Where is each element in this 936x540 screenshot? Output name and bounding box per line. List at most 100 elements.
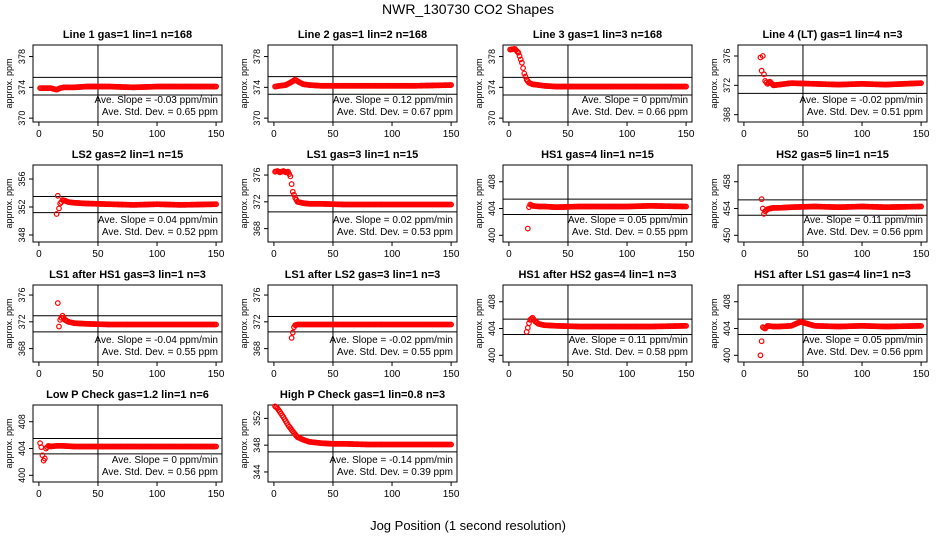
data-point	[212, 83, 218, 90]
slope-annotation: Ave. Slope = 0.11 ppm/min	[569, 335, 688, 346]
std-annotation: Ave. Std. Dev. = 0.53 ppm	[337, 227, 453, 238]
data-point	[447, 201, 453, 208]
data-point	[521, 70, 528, 77]
x-tick-label: 0	[741, 129, 747, 140]
data-point	[41, 455, 48, 462]
y-axis-label: approx. ppm	[4, 58, 14, 108]
panel-12: HS1 after LS1 gas=4 lin=1 n=3 0 50 100 150 40…	[709, 269, 930, 380]
y-axis-label: approx. ppm	[4, 418, 14, 468]
data-point	[524, 225, 531, 232]
panel-6: LS1 gas=3 lin=1 n=15 0 50 100 150 368 372 376ap…	[239, 149, 460, 260]
panel-title: HS1 gas=4 lin=1 n=15	[541, 149, 654, 161]
panel-9: LS1 after HS1 gas=3 lin=1 n=3 0 50 100 150 36…	[4, 269, 225, 380]
x-tick-label: 100	[384, 249, 401, 260]
y-tick-label: 374	[252, 80, 262, 95]
data-point	[758, 196, 765, 203]
y-tick-label: 370	[252, 111, 262, 126]
plot-frame	[32, 164, 223, 243]
y-tick-label: 370	[487, 111, 497, 126]
std-annotation: Ave. Std. Dev. = 0.58 ppm	[572, 347, 688, 358]
x-tick-label: 100	[619, 369, 636, 380]
slope-annotation: Ave. Slope = 0.05 ppm/min	[803, 335, 923, 346]
x-tick-label: 50	[92, 249, 104, 260]
y-axis-label: approx. ppm	[474, 178, 484, 228]
x-tick-label: 150	[913, 369, 930, 380]
slope-annotation: Ave. Slope = -0.14 ppm/min	[330, 455, 454, 466]
data-point	[289, 188, 296, 195]
y-axis-label: approx. ppm	[239, 418, 249, 468]
slope-annotation: Ave. Slope = 0.02 ppm/min	[333, 215, 453, 226]
panel-title: HS1 after LS1 gas=4 lin=1 n=3	[754, 269, 911, 281]
data-point	[761, 71, 767, 78]
x-tick-label: 50	[327, 369, 339, 380]
x-tick-label: 0	[506, 129, 512, 140]
plot-frame	[737, 284, 928, 363]
x-tick-label: 50	[797, 369, 809, 380]
slope-annotation: Ave. Slope = 0 ppm/min	[582, 95, 688, 106]
x-tick-label: 150	[443, 489, 460, 500]
x-tick-label: 150	[208, 129, 225, 140]
panel-10: LS1 after LS2 gas=3 lin=1 n=3 0 50 100 150 36…	[239, 269, 460, 380]
y-tick-label: 374	[487, 80, 497, 95]
y-tick-label: 372	[252, 194, 262, 209]
data-point	[758, 338, 765, 345]
slope-annotation: Ave. Slope = -0.02 ppm/min	[800, 95, 924, 106]
slope-annotation: Ave. Slope = -0.02 ppm/min	[330, 335, 454, 346]
x-tick-label: 50	[562, 369, 574, 380]
panel-title: HS2 gas=5 lin=1 n=15	[776, 149, 889, 161]
x-tick-label: 150	[443, 249, 460, 260]
plot-frame	[32, 284, 223, 363]
x-tick-label: 100	[384, 489, 401, 500]
y-tick-label: 348	[17, 227, 27, 242]
x-tick-label: 50	[92, 489, 104, 500]
y-tick-label: 400	[722, 348, 732, 363]
data-point	[765, 205, 772, 212]
x-tick-label: 150	[678, 249, 695, 260]
panel-title: Line 1 gas=1 lin=1 n=168	[63, 29, 192, 41]
y-tick-label: 344	[252, 464, 262, 479]
x-tick-label: 150	[678, 129, 695, 140]
y-axis-label: approx. ppm	[4, 178, 14, 228]
panel-5: LS2 gas=2 lin=1 n=15 0 50 100 150 348 352 356ap…	[4, 149, 225, 260]
y-tick-label: 376	[722, 48, 732, 63]
x-tick-label: 50	[327, 249, 339, 260]
x-tick-label: 0	[271, 489, 277, 500]
figure-x-axis-label: Jog Position (1 second resolution)	[370, 518, 566, 533]
data-point	[54, 300, 61, 306]
data-point	[757, 352, 764, 359]
y-tick-label: 376	[252, 288, 262, 303]
panel-4: Line 4 (LT) gas=1 lin=4 n=3 0 50 100 150 368 3…	[709, 29, 930, 140]
data-point	[447, 321, 453, 328]
panel-8: HS2 gas=5 lin=1 n=15 0 50 100 150 450 454 458ap…	[709, 149, 930, 260]
y-tick-label: 408	[722, 294, 732, 309]
y-axis-label: approx. ppm	[474, 298, 484, 348]
x-tick-label: 100	[149, 249, 166, 260]
y-tick-label: 368	[252, 221, 262, 236]
x-tick-label: 50	[562, 249, 574, 260]
x-tick-label: 100	[854, 129, 871, 140]
panel-title: Low P Check gas=1.2 lin=1 n=6	[46, 389, 209, 401]
y-axis-label: approx. ppm	[239, 58, 249, 108]
data-point	[917, 80, 923, 87]
std-annotation: Ave. Std. Dev. = 0.55 ppm	[102, 347, 218, 358]
data-point	[281, 168, 288, 175]
figure-title: NWR_130730 CO2 Shapes	[382, 1, 554, 17]
y-axis-label: approx. ppm	[239, 298, 249, 348]
data-point	[526, 320, 532, 327]
data-point	[288, 181, 295, 187]
x-tick-label: 50	[92, 129, 104, 140]
x-tick-label: 50	[327, 489, 339, 500]
y-tick-label: 372	[17, 314, 27, 329]
std-annotation: Ave. Std. Dev. = 0.55 ppm	[572, 227, 688, 238]
data-point	[56, 205, 62, 212]
x-tick-label: 50	[92, 369, 104, 380]
data-point	[291, 191, 297, 198]
y-tick-label: 408	[487, 294, 497, 309]
plot-frame	[32, 44, 223, 123]
x-tick-label: 100	[854, 249, 871, 260]
panel-1: Line 1 gas=1 lin=1 n=168 0 50 100 150 370 374 3…	[4, 29, 225, 140]
y-axis-label: approx. ppm	[239, 178, 249, 228]
x-tick-label: 150	[443, 129, 460, 140]
data-point	[212, 443, 218, 450]
